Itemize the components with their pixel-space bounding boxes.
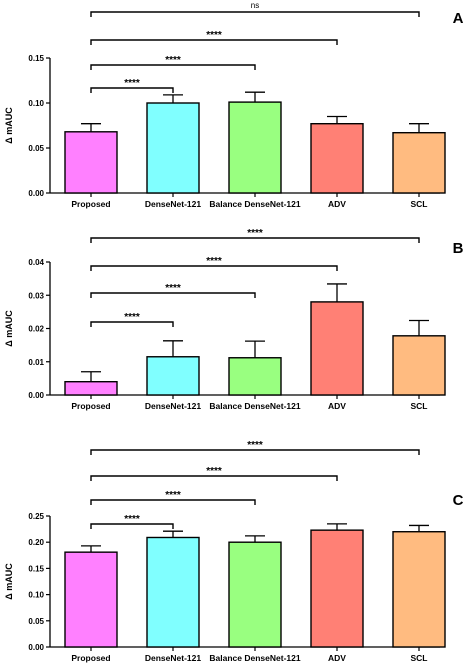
- panel-b-y-tick-label: 0.02: [28, 325, 44, 334]
- panel-a-significance-proposed-vs-adv-label: ****: [206, 30, 222, 41]
- chart-panel-c: C 0.00 0.05 0.10 0.15 0.20 0.25 Δ mAUC Proposed D…: [4, 440, 464, 663]
- panel-c-significance-proposed-vs-balance-densenet-121-label: ****: [165, 490, 181, 501]
- panel-a-bar-balance-densenet-121: [228, 101, 282, 194]
- panel-c-significance-proposed-vs-densenet-121-label: ****: [124, 514, 140, 525]
- panel-a-category-label-balance-densenet-121: Balance DenseNet-121: [209, 199, 300, 209]
- panel-b-y-tick-label: 0.04: [28, 258, 44, 267]
- panel-c-bar-proposed: [64, 551, 118, 648]
- panel-c-letter: C: [453, 492, 464, 509]
- panel-a-category-label-densenet-121: DenseNet-121: [145, 199, 201, 209]
- panel-c-bar-balance-densenet-121: [228, 541, 282, 648]
- panel-a-y-tick-label: 0.10: [28, 99, 44, 108]
- panel-b-significance-proposed-vs-balance-densenet-121-bracket: [90, 292, 256, 298]
- panel-c-y-tick-label: 0.10: [28, 591, 44, 600]
- panel-a-category-label-proposed: Proposed: [71, 199, 110, 209]
- panel-b-y-tick-label: 0.01: [28, 358, 44, 367]
- panel-b-bar-densenet-121: [146, 356, 200, 396]
- panel-a-significance-proposed-vs-densenet-121-label: ****: [124, 78, 140, 89]
- panel-b-significance-proposed-vs-scl-bracket: [90, 237, 420, 243]
- panel-c-significance-proposed-vs-scl-label: ****: [247, 440, 263, 451]
- panel-a-significance-proposed-vs-densenet-121-bracket: [90, 87, 174, 93]
- panel-a-bar-adv: [310, 122, 364, 194]
- panel-c-y-tick-label: 0.05: [28, 617, 44, 626]
- panel-c-category-label-densenet-121: DenseNet-121: [145, 653, 201, 663]
- chart-panel-a: A 0.00 0.05 0.10 0.15 Δ mAUC Proposed DenseNet-…: [4, 1, 464, 209]
- panel-c-y-tick-label: 0.20: [28, 538, 44, 547]
- panel-b-bar-adv: [310, 301, 364, 396]
- panel-a-y-tick-label: 0.15: [28, 54, 44, 63]
- panel-b-category-label-scl: SCL: [411, 401, 428, 411]
- panel-b-significance-proposed-vs-scl-label: ****: [247, 228, 263, 239]
- panel-b-category-label-densenet-121: DenseNet-121: [145, 401, 201, 411]
- panel-b-y-axis-label: Δ mAUC: [4, 310, 14, 347]
- panel-c-significance-proposed-vs-scl-bracket: [90, 449, 420, 455]
- panel-c-bar-densenet-121: [146, 536, 200, 648]
- chart-panel-b: B 0.00 0.01 0.02 0.03 0.04 Δ mAUC Proposed Dense…: [4, 228, 464, 411]
- panel-c-y-tick-label: 0.00: [28, 643, 44, 652]
- panel-c-y-axis-label: Δ mAUC: [4, 563, 14, 600]
- panel-c-significance-proposed-vs-adv-bracket: [90, 475, 338, 481]
- panel-a-bar-proposed: [64, 131, 118, 194]
- panel-a-category-label-adv: ADV: [328, 199, 346, 209]
- panel-b-bar-proposed: [64, 381, 118, 396]
- panel-b-category-label-balance-densenet-121: Balance DenseNet-121: [209, 401, 300, 411]
- panel-b-category-label-adv: ADV: [328, 401, 346, 411]
- panel-a-significance-proposed-vs-balance-densenet-121-bracket: [90, 64, 256, 70]
- panel-c-bar-adv: [310, 529, 364, 648]
- panel-b-y-tick-label: 0.00: [28, 391, 44, 400]
- panel-b-letter: B: [453, 240, 464, 257]
- panel-c-category-label-scl: SCL: [411, 653, 428, 663]
- panel-c-significance-proposed-vs-adv-label: ****: [206, 466, 222, 477]
- panel-c-category-label-balance-densenet-121: Balance DenseNet-121: [209, 653, 300, 663]
- panel-c-category-label-proposed: Proposed: [71, 653, 110, 663]
- panel-b-y-tick-label: 0.03: [28, 291, 44, 300]
- panel-a-bar-scl: [392, 131, 446, 194]
- panel-a-y-tick-label: 0.05: [28, 144, 44, 153]
- panel-b-bar-balance-densenet-121: [228, 357, 282, 396]
- panel-a-significance-proposed-vs-balance-densenet-121-label: ****: [165, 55, 181, 66]
- panel-a-significance-proposed-vs-adv-bracket: [90, 39, 338, 45]
- panel-a-significance-proposed-vs-scl-label: ns: [251, 1, 259, 10]
- panel-c-y-tick-label: 0.15: [28, 564, 44, 573]
- panel-b-significance-proposed-vs-densenet-121-bracket: [90, 321, 174, 327]
- panel-a-y-axis-label: Δ mAUC: [4, 107, 14, 144]
- panel-c-category-label-adv: ADV: [328, 653, 346, 663]
- panel-a-bar-densenet-121: [146, 102, 200, 194]
- panel-b-significance-proposed-vs-balance-densenet-121-label: ****: [165, 283, 181, 294]
- panel-c-significance-proposed-vs-densenet-121-bracket: [90, 523, 174, 529]
- panel-b-significance-proposed-vs-adv-bracket: [90, 265, 338, 271]
- panel-c-y-tick-label: 0.25: [28, 512, 44, 521]
- panel-a-letter: A: [453, 10, 464, 27]
- panel-a-category-label-scl: SCL: [411, 199, 428, 209]
- panel-a-y-tick-label: 0.00: [28, 189, 44, 198]
- panel-b-bar-scl: [392, 335, 446, 396]
- panel-b-significance-proposed-vs-densenet-121-label: ****: [124, 312, 140, 323]
- panel-c-bar-scl: [392, 531, 446, 648]
- panel-c-significance-proposed-vs-balance-densenet-121-bracket: [90, 499, 256, 505]
- panel-b-category-label-proposed: Proposed: [71, 401, 110, 411]
- panel-a-significance-proposed-vs-scl-bracket: [90, 11, 420, 17]
- panel-b-significance-proposed-vs-adv-label: ****: [206, 256, 222, 267]
